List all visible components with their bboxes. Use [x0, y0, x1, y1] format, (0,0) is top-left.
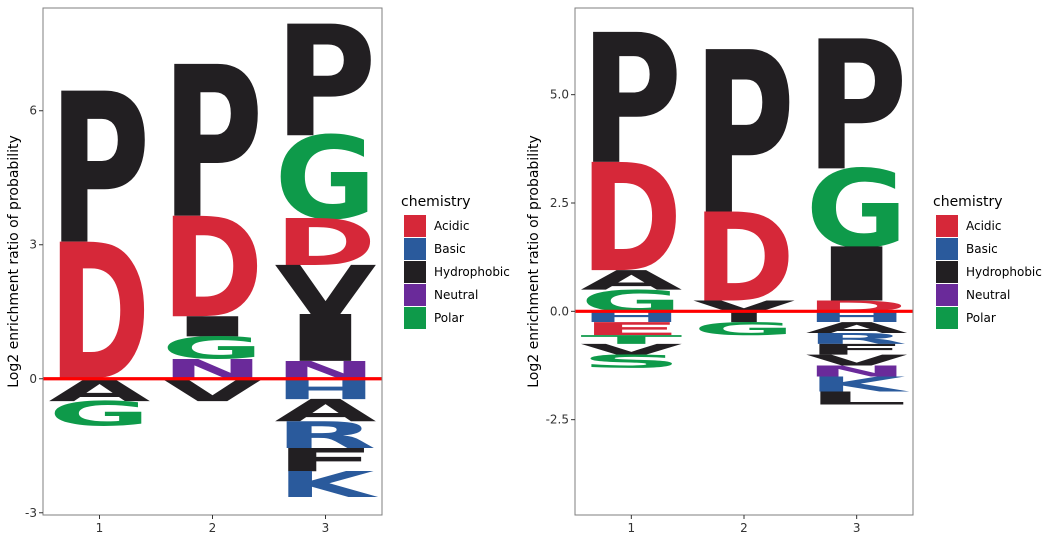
- logo-letter-t: T: [580, 333, 682, 347]
- logo-letter-g: G: [806, 148, 908, 273]
- logo-letter-e: E: [580, 319, 682, 340]
- legend-label-neutral: Neutral: [434, 288, 478, 302]
- y-axis-label: Log2 enrichment ratio of probability: [526, 135, 542, 388]
- logo-letter-d: D: [580, 133, 682, 306]
- y-axis-label: Log2 enrichment ratio of probability: [6, 135, 22, 388]
- logo-letter-p: P: [49, 49, 151, 291]
- logo-letter-d: D: [275, 206, 377, 281]
- logo-letter-k: K: [277, 464, 379, 505]
- legend-label-basic: Basic: [434, 242, 466, 256]
- chemistry-legend: chemistry Acidic Basic Hydrophobic Neutral Po…: [401, 194, 510, 329]
- x-tick-label: 3: [853, 521, 861, 535]
- legend-key-acidic: [936, 215, 958, 237]
- logo-letter-d: D: [693, 187, 795, 329]
- legend-key-acidic: [404, 215, 426, 237]
- legend-key-neutral: [936, 284, 958, 306]
- legend-label-hydrophobic: Hydrophobic: [966, 265, 1042, 279]
- legend-label-acidic: Acidic: [434, 219, 469, 233]
- x-tick-label: 2: [209, 521, 217, 535]
- legend-label-neutral: Neutral: [966, 288, 1010, 302]
- x-tick-label: 2: [740, 521, 748, 535]
- legend-key-hydrophobic: [936, 261, 958, 283]
- y-tick-label: 2.5: [550, 196, 569, 210]
- logo-letter-g: G: [275, 114, 377, 246]
- logo-letter-p: P: [693, 5, 795, 264]
- legend-key-basic: [936, 238, 958, 260]
- legend-label-basic: Basic: [966, 242, 998, 256]
- y-tick-label: -3: [25, 506, 37, 520]
- logo-letter-k: K: [808, 372, 910, 396]
- y-tick-label: 5.0: [550, 88, 569, 102]
- logo-letter-p: P: [806, 3, 908, 210]
- legend-label-hydrophobic: Hydrophobic: [434, 265, 510, 279]
- logo-letter-p: P: [275, 0, 377, 172]
- logo-letter-v: V: [580, 341, 683, 358]
- x-tick-label: 1: [628, 521, 636, 535]
- y-tick-label: 6: [29, 104, 37, 118]
- logo-letter-d: D: [162, 188, 264, 348]
- legend-key-neutral: [404, 284, 426, 306]
- logo-letter-f: F: [275, 442, 377, 479]
- logo-letter-a: A: [580, 265, 683, 296]
- legend-title: chemistry: [401, 194, 471, 210]
- logo-letter-r: R: [275, 414, 377, 457]
- logo-letter-p: P: [580, 0, 682, 204]
- logo-letter-f: F: [806, 341, 908, 358]
- logo-letter-p: P: [162, 23, 264, 265]
- logo-letter-g: G: [693, 319, 795, 340]
- legend-key-hydrophobic: [404, 261, 426, 283]
- logo-letter-r: R: [806, 330, 908, 347]
- logo-letter-v: V: [275, 252, 377, 331]
- logo-letter-d: D: [49, 206, 151, 424]
- y-tick-label: 0.0: [550, 304, 569, 318]
- legend-key-polar: [404, 307, 426, 329]
- legend-title: chemistry: [933, 194, 1003, 210]
- chemistry-legend: chemistry Acidic Basic Hydrophobic Neutral Po…: [933, 194, 1042, 329]
- logo-letter-l: L: [806, 388, 908, 409]
- y-tick-label: -2.5: [546, 413, 569, 427]
- logo-letter-v: V: [806, 352, 909, 369]
- y-tick-label: 0: [29, 372, 37, 386]
- x-tick-label: 1: [96, 521, 104, 535]
- x-tick-label: 3: [322, 521, 330, 535]
- logo-letter-a: A: [806, 319, 909, 336]
- logo-letter-a: A: [275, 393, 377, 429]
- logo-letter-i: I: [806, 232, 908, 318]
- logo-letter-i: I: [162, 311, 264, 343]
- y-tick-label: 3: [29, 238, 37, 252]
- logo-letter-g: G: [49, 395, 151, 434]
- legend-label-acidic: Acidic: [966, 219, 1001, 233]
- legend-key-polar: [936, 307, 958, 329]
- legend-key-basic: [404, 238, 426, 260]
- logo-letter-i: I: [275, 301, 377, 376]
- legend-label-polar: Polar: [434, 311, 464, 325]
- logo-letter-n: N: [806, 363, 908, 380]
- logo-letter-g: G: [162, 331, 264, 367]
- logo-letter-s: S: [580, 351, 682, 372]
- legend-label-polar: Polar: [966, 311, 996, 325]
